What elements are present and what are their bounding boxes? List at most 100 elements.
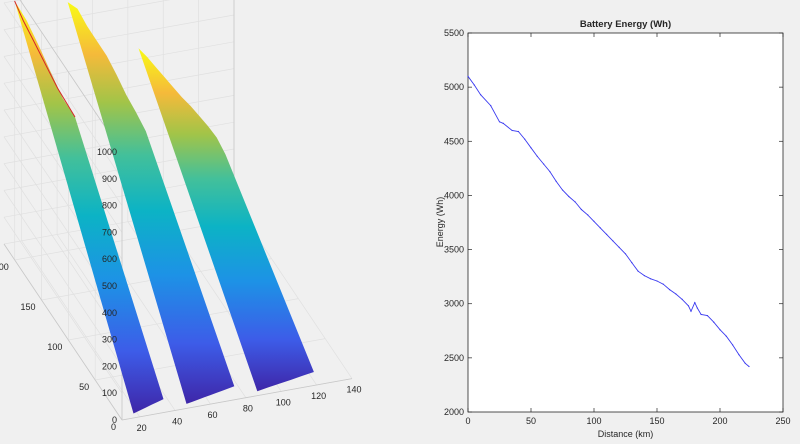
energy-data-point [498,121,501,123]
z-tick-label: 1000 [97,147,117,157]
energy-data-point [549,171,551,173]
axis-box-edge [19,0,123,153]
energy-data-point [669,289,671,291]
grid-line [3,190,123,367]
z-tick-label: 900 [102,174,117,184]
y-axis-label: Energy (Wh) [435,197,445,248]
energy-data-point [725,335,727,337]
z-tick-label: 400 [102,308,117,318]
surface-ridges [14,0,314,414]
energy-data-point [561,189,564,191]
surface-ridge [138,48,314,392]
y-tick-label: 4000 [444,190,464,200]
energy-data-point [612,240,614,242]
energy-data-point [650,278,652,280]
surface-ridge [14,0,164,414]
x-tick-label: 140 [346,385,361,395]
y-tick-label: 100 [47,342,62,352]
x-tick-label: 100 [586,416,601,426]
z-tick-label: 100 [102,388,117,398]
energy-data-point [530,147,532,149]
z-tick-label: 700 [102,227,117,237]
grid-line [21,240,140,418]
y-tick-label: 0 [111,422,116,432]
energy-data-point [748,365,750,368]
energy-data-point [524,138,526,140]
energy-data-point [719,329,721,331]
x-tick-label: 150 [649,416,664,426]
z-tick-label: 600 [102,254,117,264]
energy-data-point [618,246,620,248]
energy-data-point [732,344,734,346]
energy-data-point [502,122,504,124]
battery-energy-chart[interactable]: Battery Energy (Wh) Distance (km) Energy… [400,0,800,444]
tick-labels-3d: 0 100 200 300 400 500 600 700 800 900 1000 0 50 100 15… [0,147,362,433]
y-tick-label: 5000 [444,82,464,92]
z-tick-label: 0 [112,415,117,425]
grid-line [3,0,171,30]
energy-data-point [631,262,633,264]
y-tick-label: 50 [79,382,89,392]
z-tick-label: 800 [102,201,117,211]
energy-data-point [517,130,519,133]
surface-ridge [67,2,235,404]
energy-data-point [511,129,513,132]
energy-data-point [744,362,746,364]
energy-data-point [694,302,696,304]
energy-data-point [690,310,692,312]
energy-data-point [681,298,683,300]
energy-data-point [706,315,708,317]
energy-data-point [580,208,582,211]
surface-3d-plot[interactable]: 0 100 200 300 400 500 600 700 800 900 1000 0 50 100 15… [0,0,400,444]
energy-data-point [643,275,645,277]
energy-data-point [543,163,545,165]
grid-line [3,217,123,394]
energy-data-point [713,321,715,323]
energy-data-point [637,270,639,272]
energy-data-point [467,75,469,77]
energy-data-point [599,227,601,229]
y-tick-label: 5500 [444,28,464,38]
energy-data-point [696,307,698,309]
x-tick-label: 120 [311,391,326,401]
y-tick-label: 150 [21,302,36,312]
energy-data-point [656,280,658,282]
energy-data-point [624,253,627,255]
y-tick-label: 200 [0,262,9,272]
chart-title: Battery Energy (Wh) [580,19,671,30]
series-group [467,75,750,368]
y-tick-label: 4500 [444,136,464,146]
energy-data-point [593,220,595,222]
energy-data-point [687,305,690,307]
energy-data-point [587,214,589,216]
y-tick-label: 3500 [444,245,464,255]
z-tick-label: 200 [102,361,117,371]
z-tick-label: 500 [102,281,117,291]
x-tick-label: 40 [172,416,182,426]
highlight-path-line [14,0,76,118]
z-tick-label: 300 [102,335,117,345]
energy-data-point [480,94,482,96]
energy-data-point [675,293,677,295]
x-tick-label: 80 [243,404,253,414]
axis-box-edge [3,243,123,421]
energy-data-point [555,180,557,182]
y-tick-label: 2500 [444,353,464,363]
energy-data-point [606,233,608,235]
x-tick-label: 250 [775,416,790,426]
x-tick-label: 100 [276,397,291,407]
x-tick-label: 60 [207,410,217,420]
energy-data-point [574,201,576,203]
energy-data-point [536,155,538,157]
plot-area [467,32,784,413]
y-tick-label: 2000 [444,407,464,417]
axis-box-edge [121,378,353,421]
x-tick-label: 50 [526,416,536,426]
x-tick-label: 20 [137,423,147,433]
energy-data-point [738,354,740,356]
energy-data-point [490,105,492,107]
energy-data-point [662,283,664,285]
axis-ticks: 0 50 100 150 200 250 2000 2500 3000 3500 4000 4500 5… [444,28,791,426]
x-axis-label: Distance (km) [598,429,654,439]
